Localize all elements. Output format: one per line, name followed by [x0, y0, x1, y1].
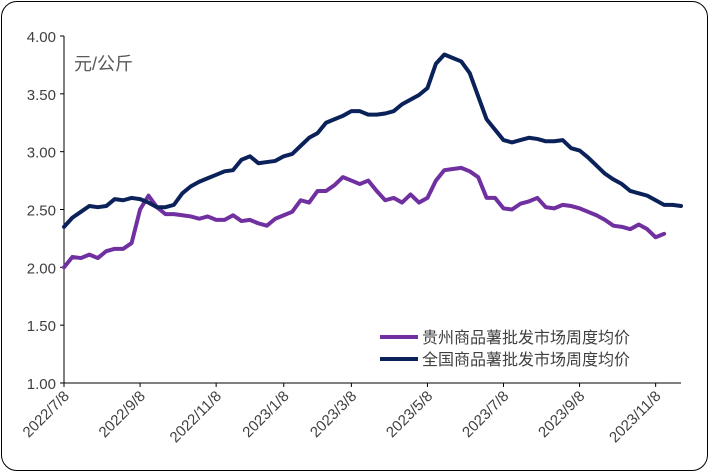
series-lines [62, 52, 683, 270]
x-tick-label: 2023/5/8 [383, 388, 436, 441]
x-tick-label: 2023/3/8 [307, 388, 360, 441]
x-tick-label: 2023/1/8 [239, 388, 292, 441]
x-tick-label: 2023/9/8 [535, 388, 588, 441]
y-tick-label: 2.00 [27, 260, 56, 277]
series-line-national [62, 52, 683, 229]
y-tick-label: 1.50 [27, 318, 56, 335]
x-tick-label: 2022/9/8 [96, 388, 149, 441]
y-tick-label: 4.00 [27, 29, 56, 46]
x-tick-label: 2022/11/8 [167, 388, 225, 446]
y-tick-label: 2.50 [27, 203, 56, 220]
legend-label: 贵州商品薯批发市场周度均价 [422, 329, 630, 347]
y-tick-label: 1.00 [27, 376, 56, 393]
x-tick-label: 2023/11/8 [606, 388, 664, 446]
unit-label: 元/公斤 [74, 54, 133, 74]
y-tick-label: 3.00 [27, 145, 56, 162]
x-tick-label: 2022/7/8 [20, 388, 73, 441]
series-line-guizhou [62, 165, 667, 270]
x-tick-label: 2023/7/8 [459, 388, 512, 441]
legend-label: 全国商品薯批发市场周度均价 [422, 351, 630, 369]
tick-labels: 1.00 1.50 2.00 2.50 3.00 3.50 4.00 2022/7/8 2022… [20, 29, 665, 446]
y-tick-label: 3.50 [27, 87, 56, 104]
